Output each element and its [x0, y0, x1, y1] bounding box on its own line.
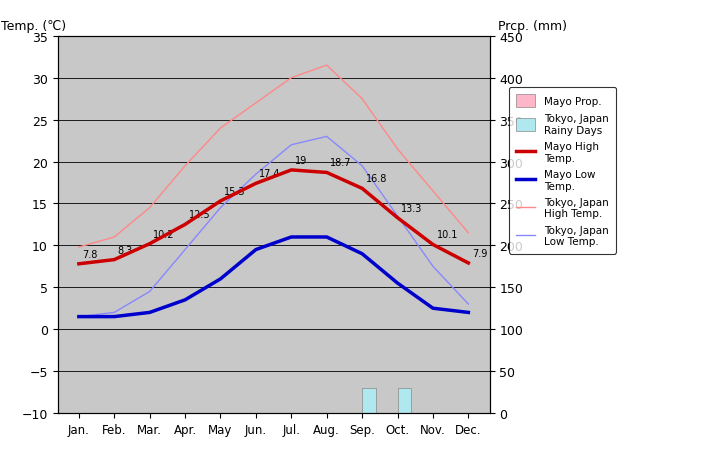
Bar: [101, 413, 114, 459]
Text: 7.9: 7.9: [472, 248, 487, 258]
Text: 12.5: 12.5: [189, 210, 210, 220]
Bar: [114, 413, 127, 459]
Bar: [455, 413, 468, 459]
Text: 16.8: 16.8: [366, 174, 387, 184]
Bar: [243, 413, 256, 459]
Bar: [207, 413, 220, 459]
Bar: [136, 413, 150, 459]
Text: 19: 19: [295, 156, 307, 166]
Bar: [397, 388, 411, 413]
Bar: [327, 413, 340, 447]
Bar: [256, 413, 269, 442]
Bar: [362, 388, 376, 413]
Text: Temp. (℃): Temp. (℃): [1, 20, 66, 33]
Bar: [220, 413, 234, 434]
Text: 18.7: 18.7: [330, 158, 352, 168]
Bar: [313, 413, 327, 459]
Bar: [278, 413, 292, 459]
Text: 10.1: 10.1: [436, 230, 458, 240]
Bar: [433, 413, 446, 459]
Legend: Mayo Prop., Tokyo, Japan
Rainy Days, Mayo High
Temp., Mayo Low
Temp., Tokyo, Jap: Mayo Prop., Tokyo, Japan Rainy Days, May…: [509, 88, 616, 254]
Text: 8.3: 8.3: [118, 245, 133, 255]
Text: 10.2: 10.2: [153, 229, 175, 239]
Text: 13.3: 13.3: [401, 203, 423, 213]
Bar: [468, 413, 482, 459]
Text: 15.3: 15.3: [224, 186, 246, 196]
Text: 17.4: 17.4: [259, 169, 281, 179]
Bar: [66, 413, 79, 459]
Bar: [292, 413, 305, 434]
Bar: [150, 413, 163, 459]
Bar: [420, 413, 433, 459]
Text: Prcp. (mm): Prcp. (mm): [498, 20, 567, 33]
Bar: [79, 413, 92, 459]
Bar: [348, 413, 362, 459]
Text: 7.8: 7.8: [82, 249, 98, 259]
Bar: [171, 413, 185, 459]
Bar: [185, 413, 199, 459]
Bar: [384, 413, 397, 459]
